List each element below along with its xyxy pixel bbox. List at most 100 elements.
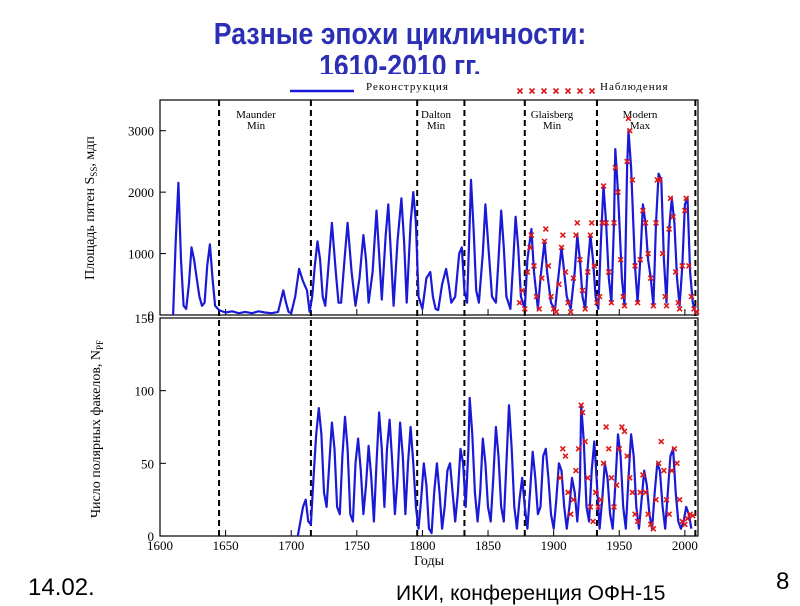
observation-marker [629, 176, 636, 183]
observation-marker [681, 521, 688, 528]
page-number: 8 [776, 568, 790, 595]
observation-marker [575, 445, 582, 452]
observation-marker [670, 213, 677, 220]
observation-marker [624, 453, 631, 460]
xtick-label: 1600 [147, 538, 173, 553]
observation-marker [689, 512, 696, 519]
observation-marker [592, 489, 599, 496]
bottom-ytick-label: 0 [148, 529, 155, 544]
bottom-ytick-label: 100 [135, 384, 155, 399]
observation-marker [553, 308, 560, 315]
legend-marker [516, 87, 524, 95]
observation-marker [637, 489, 644, 496]
observation-marker [693, 308, 700, 315]
observation-marker [681, 207, 688, 214]
slide-title-line1: Разные эпохи цикличности: [213, 16, 587, 51]
observation-marker [591, 262, 598, 269]
epoch-label-glaisberg-line2: Min [543, 120, 562, 132]
observation-marker [533, 293, 540, 300]
reconstruction-line [172, 129, 697, 316]
observation-marker [542, 226, 549, 232]
observation-marker [600, 460, 607, 467]
observation-marker [567, 511, 574, 518]
epoch-label-modern-line2: Max [630, 120, 651, 132]
footer-date: 14.02. [28, 574, 95, 601]
observation-marker [679, 262, 686, 269]
xtick-label: 1950 [606, 538, 632, 553]
observation-marker [608, 474, 615, 481]
observation-marker [658, 438, 665, 445]
bottom-y-ticks: 0 50 100 150 [135, 311, 166, 544]
observation-marker [616, 445, 623, 452]
observation-marker [538, 275, 545, 282]
observation-marker [521, 305, 528, 312]
top-ytick-label: 3000 [128, 124, 154, 139]
observation-marker [559, 232, 566, 239]
observation-marker [621, 428, 628, 435]
top-series-group [172, 115, 700, 316]
observation-marker [588, 219, 595, 226]
observation-marker [639, 207, 646, 214]
legend-marker [588, 87, 596, 95]
epoch-label-dalton-line1: Dalton [421, 109, 451, 121]
observation-marker [555, 281, 562, 288]
top-ytick-label: 1000 [128, 247, 154, 262]
observation-marker [536, 305, 543, 312]
observation-marker [667, 195, 674, 202]
observation-marker [683, 195, 690, 202]
observation-marker [663, 302, 670, 309]
observation-marker [685, 262, 692, 269]
epoch-label-maunder-line2: Min [247, 120, 266, 132]
observation-marker [548, 293, 554, 300]
observation-marker [626, 474, 633, 481]
bottom-ytick-label: 50 [141, 456, 154, 471]
observation-marker [574, 219, 581, 226]
top-y-ticks: 0 1000 2000 3000 [128, 124, 166, 323]
observation-marker [688, 293, 695, 300]
observation-marker [582, 305, 589, 312]
bottom-ylabel: Число полярных факелов, NPF [89, 340, 105, 518]
observation-marker [626, 127, 633, 134]
observation-marker [659, 250, 666, 257]
reconstruction-line [296, 396, 693, 537]
observation-marker [587, 503, 594, 510]
observation-marker [624, 158, 631, 165]
observation-marker [647, 521, 654, 528]
footer-text: ИКИ, конференция ОФН-15 [396, 582, 666, 605]
observation-marker [676, 305, 683, 312]
observation-marker [620, 293, 627, 300]
observation-marker [629, 489, 636, 496]
observation-marker [573, 467, 579, 474]
legend-label-reconstruction: Реконструкция [366, 81, 449, 93]
observation-marker [579, 287, 586, 294]
observation-marker [573, 232, 579, 239]
observation-marker [614, 189, 621, 196]
observation-marker [603, 219, 610, 226]
observation-marker [595, 503, 602, 510]
observation-marker [645, 250, 652, 257]
observation-marker [642, 489, 649, 496]
observation-marker [632, 511, 638, 518]
legend-marker [552, 87, 560, 95]
observation-marker [674, 460, 680, 467]
observation-marker [655, 460, 662, 467]
observation-marker [597, 496, 604, 503]
observation-marker [645, 511, 652, 518]
observation-marker [637, 256, 644, 263]
legend-markers-observation [516, 87, 596, 95]
observation-marker [666, 511, 673, 518]
observation-marker [662, 293, 669, 300]
observation-marker [611, 219, 617, 226]
top-ytick-label: 2000 [128, 185, 154, 200]
observation-marker [528, 232, 535, 239]
legend-label-observation: Наблюдения [600, 81, 669, 93]
observation-marker [632, 262, 638, 269]
observation-marker [584, 474, 591, 481]
observation-marker [671, 445, 678, 452]
observation-marker [668, 467, 675, 474]
epoch-label-glaisberg-line1: Glaisberg [531, 109, 574, 121]
observation-marker [618, 424, 625, 430]
xtick-label: 1800 [409, 538, 435, 553]
observation-marker [634, 299, 641, 306]
observation-marker [605, 269, 612, 275]
